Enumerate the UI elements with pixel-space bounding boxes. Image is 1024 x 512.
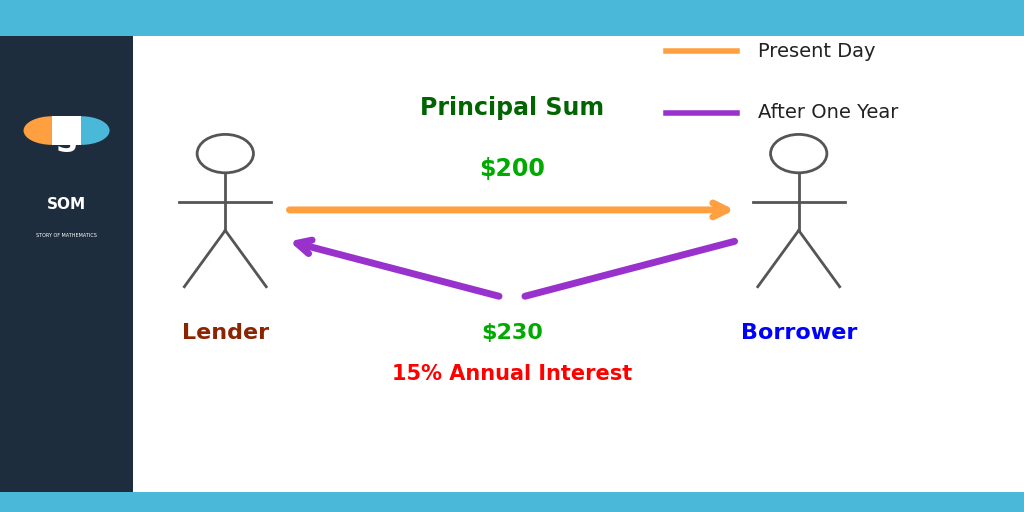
Text: Lender: Lender xyxy=(181,323,269,343)
Text: Borrower: Borrower xyxy=(740,323,857,343)
Text: STORY OF MATHEMATICS: STORY OF MATHEMATICS xyxy=(36,233,97,238)
Text: Present Day: Present Day xyxy=(758,41,876,61)
FancyBboxPatch shape xyxy=(52,116,81,145)
Text: SOM: SOM xyxy=(47,197,86,212)
Wedge shape xyxy=(81,116,110,145)
Text: After One Year: After One Year xyxy=(758,103,898,122)
Text: $200: $200 xyxy=(479,157,545,181)
FancyBboxPatch shape xyxy=(0,492,1024,512)
Text: Principal Sum: Principal Sum xyxy=(420,96,604,119)
Text: $230: $230 xyxy=(481,323,543,343)
Wedge shape xyxy=(24,116,52,145)
Text: S: S xyxy=(55,129,78,158)
FancyBboxPatch shape xyxy=(0,0,133,512)
Text: 15% Annual Interest: 15% Annual Interest xyxy=(392,364,632,384)
FancyBboxPatch shape xyxy=(0,0,1024,36)
